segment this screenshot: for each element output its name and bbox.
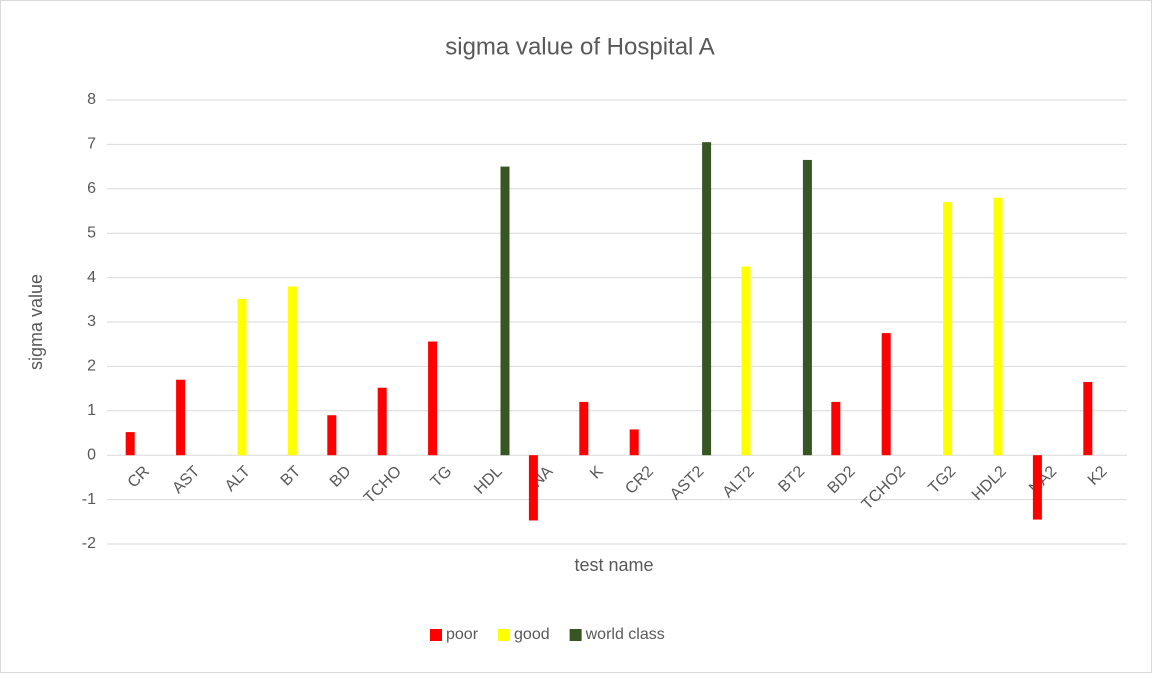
- bar: [943, 202, 953, 456]
- legend-swatch: [498, 629, 511, 641]
- bar: [125, 432, 135, 456]
- y-tick-label: 4: [87, 269, 96, 286]
- legend-label: good: [514, 626, 550, 643]
- y-tick-label: 8: [87, 91, 96, 108]
- bar: [629, 429, 639, 456]
- bar: [802, 159, 812, 456]
- y-tick-label: 7: [87, 136, 96, 153]
- bar: [1032, 455, 1042, 520]
- bar: [237, 298, 247, 456]
- bar: [579, 401, 589, 456]
- legend-label: poor: [446, 626, 479, 643]
- legend-swatch: [430, 629, 442, 641]
- y-tick-label: -1: [82, 491, 96, 508]
- bar: [528, 455, 538, 521]
- y-tick-label: 2: [87, 358, 96, 375]
- y-tick-label: 0: [87, 446, 96, 463]
- chart-title: sigma value of Hospital A: [445, 33, 714, 60]
- bar: [702, 142, 712, 456]
- y-tick-label: 5: [87, 224, 96, 241]
- y-axis-title: sigma value: [26, 274, 46, 370]
- bar: [993, 197, 1003, 456]
- bar: [500, 166, 510, 456]
- y-tick-label: 6: [87, 180, 96, 197]
- legend-label: world class: [585, 626, 665, 643]
- bar: [377, 387, 387, 456]
- bar: [1083, 381, 1093, 456]
- legend-swatch: [569, 629, 582, 641]
- x-axis-title: test name: [574, 555, 653, 575]
- y-tick-label: 1: [87, 402, 96, 419]
- bar: [831, 401, 841, 456]
- bar: [176, 379, 186, 456]
- y-tick-label: 3: [87, 313, 96, 330]
- bar: [287, 286, 297, 456]
- y-tick-label: -2: [82, 535, 96, 552]
- bar: [428, 341, 438, 456]
- bar: [327, 415, 337, 456]
- bar: [741, 266, 751, 456]
- bar: [881, 333, 891, 456]
